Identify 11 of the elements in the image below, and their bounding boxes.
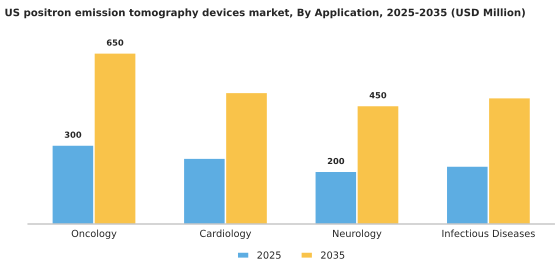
data-label: 300 (64, 132, 82, 138)
x-tick-label: Neurology (333, 230, 382, 239)
x-tick-label: Cardiology (200, 230, 252, 239)
legend-label: 2035 (321, 251, 344, 259)
legend-label: 2025 (257, 251, 281, 259)
chart-title: US positron emission tomography devices market, By Application, 2025-2035 (USD Million) (5, 8, 525, 18)
x-tick-label: Oncology (72, 230, 117, 239)
data-label: 450 (370, 92, 386, 98)
data-label: 200 (328, 158, 344, 164)
data-label: 650 (106, 39, 124, 46)
x-tick-label: Infectious Diseases (442, 230, 535, 238)
